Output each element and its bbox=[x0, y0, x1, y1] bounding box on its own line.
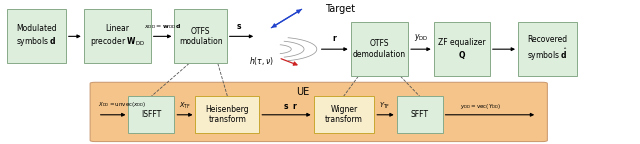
FancyBboxPatch shape bbox=[129, 96, 174, 133]
FancyBboxPatch shape bbox=[351, 22, 408, 76]
FancyBboxPatch shape bbox=[518, 22, 577, 76]
Text: ISFFT: ISFFT bbox=[141, 110, 161, 119]
Text: Modulated
symbols $\mathbf{d}$: Modulated symbols $\mathbf{d}$ bbox=[16, 24, 57, 48]
Text: OTFS
modulation: OTFS modulation bbox=[179, 27, 222, 46]
Text: $x_{\mathrm{DD}}=\mathbf{w}_{\mathrm{DD}}\mathbf{d}$: $x_{\mathrm{DD}}=\mathbf{w}_{\mathrm{DD}… bbox=[144, 22, 180, 31]
FancyBboxPatch shape bbox=[90, 82, 547, 142]
Text: SFFT: SFFT bbox=[411, 110, 429, 119]
Text: $\mathbf{r}$: $\mathbf{r}$ bbox=[332, 33, 337, 43]
FancyBboxPatch shape bbox=[195, 96, 259, 133]
Text: OTFS
demodulation: OTFS demodulation bbox=[353, 39, 406, 59]
Text: $\mathbf{s}$: $\mathbf{s}$ bbox=[283, 102, 289, 110]
FancyBboxPatch shape bbox=[174, 9, 227, 64]
Text: ZF equalizer
$\mathbf{Q}$: ZF equalizer $\mathbf{Q}$ bbox=[438, 38, 486, 61]
Text: UE: UE bbox=[296, 87, 309, 97]
Text: Wigner
transform: Wigner transform bbox=[325, 105, 363, 124]
FancyBboxPatch shape bbox=[397, 96, 443, 133]
FancyBboxPatch shape bbox=[434, 22, 490, 76]
FancyBboxPatch shape bbox=[84, 9, 151, 64]
Text: Target: Target bbox=[325, 4, 355, 14]
FancyBboxPatch shape bbox=[7, 9, 66, 64]
Text: $\mathbf{s}$: $\mathbf{s}$ bbox=[236, 22, 243, 31]
FancyBboxPatch shape bbox=[314, 96, 374, 133]
Text: Linear
precoder $\mathbf{W}_{\mathrm{DD}}$: Linear precoder $\mathbf{W}_{\mathrm{DD}… bbox=[90, 24, 145, 48]
Text: Recovered
symbols $\hat{\mathbf{d}}$: Recovered symbols $\hat{\mathbf{d}}$ bbox=[527, 35, 568, 63]
Text: $\mathbf{r}$: $\mathbf{r}$ bbox=[292, 101, 298, 110]
Text: $y_{\mathrm{DD}}$: $y_{\mathrm{DD}}$ bbox=[413, 33, 428, 43]
Text: $y_{\mathrm{DD}}=\mathrm{vec}(Y_{\mathrm{DD}})$: $y_{\mathrm{DD}}=\mathrm{vec}(Y_{\mathrm… bbox=[461, 102, 502, 110]
Text: $h(\tau,\nu)$: $h(\tau,\nu)$ bbox=[249, 55, 274, 67]
Text: $Y_{\mathrm{TF}}$: $Y_{\mathrm{TF}}$ bbox=[380, 100, 391, 110]
Text: $X_{\mathrm{TF}}$: $X_{\mathrm{TF}}$ bbox=[179, 100, 191, 110]
Text: $X_{\mathrm{DD}}=\mathrm{unvec}(x_{\mathrm{DD}})$: $X_{\mathrm{DD}}=\mathrm{unvec}(x_{\math… bbox=[98, 100, 147, 109]
Text: Heisenberg
transform: Heisenberg transform bbox=[205, 105, 249, 124]
